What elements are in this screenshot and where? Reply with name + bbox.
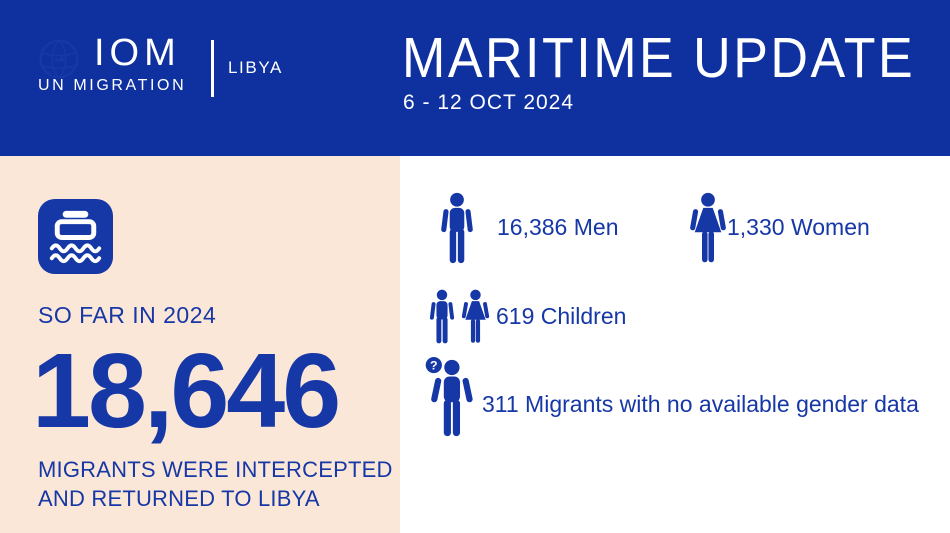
children-icon [428,289,456,344]
woman-icon [687,192,729,264]
logo-org-text: IOM [94,32,181,74]
stats-panel: 16,386 Men 1,330 Women [400,156,950,533]
description-line-1: MIGRANTS WERE INTERCEPTED [38,457,393,482]
summary-panel: SO FAR IN 2024 18,646 MIGRANTS WERE INTE… [0,156,400,533]
report-date-range: 6 - 12 OCT 2024 [403,91,575,114]
description-line-2: AND RETURNED TO LIBYA [38,486,320,512]
stat-men: 16,386 Men [497,214,619,240]
unknown-gender-icon: ? [424,356,476,438]
period-label: SO FAR IN 2024 [38,302,217,328]
boat-icon [38,199,113,274]
logo-office-text: LIBYA [228,58,283,77]
children-girl-icon [460,289,491,344]
iom-globe-icon [38,38,80,80]
man-icon [437,192,477,264]
question-mark-glyph: ? [430,358,438,372]
logo-divider [211,40,214,97]
stat-no-gender-data: 311 Migrants with no available gender da… [482,391,919,417]
header-banner: IOM UN MIGRATION LIBYA MARITIME UPDATE 6… [0,0,950,156]
page-title: MARITIME UPDATE [402,27,916,90]
total-migrants-number: 18,646 [32,332,341,450]
stat-women: 1,330 Women [727,214,870,240]
stat-children: 619 Children [496,303,627,329]
total-migrants-description: MIGRANTS WERE INTERCEPTED AND RETURNED T… [38,455,393,514]
logo-suborg-text: UN MIGRATION [38,77,187,94]
